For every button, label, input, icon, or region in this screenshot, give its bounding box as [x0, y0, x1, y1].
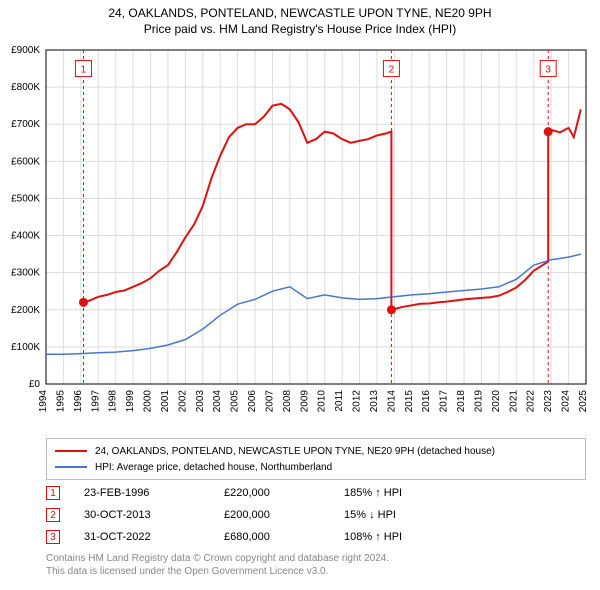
transaction-date: 31-OCT-2022	[84, 531, 224, 543]
transaction-marker: 3	[46, 530, 60, 544]
transaction-price: £680,000	[224, 531, 344, 543]
legend-label: 24, OAKLANDS, PONTELAND, NEWCASTLE UPON …	[95, 446, 495, 457]
legend-swatch	[55, 466, 87, 468]
svg-text:2021: 2021	[508, 390, 519, 413]
svg-text:2014: 2014	[386, 390, 397, 413]
svg-text:£600K: £600K	[11, 156, 40, 167]
series-hpi	[46, 254, 581, 354]
svg-text:1998: 1998	[108, 390, 119, 413]
marker-dot-3	[544, 127, 553, 136]
svg-text:2017: 2017	[439, 390, 450, 413]
marker-dot-1	[79, 298, 88, 307]
svg-text:1999: 1999	[125, 390, 136, 413]
legend-row: HPI: Average price, detached house, Nort…	[55, 459, 577, 475]
svg-text:£400K: £400K	[11, 231, 40, 242]
svg-text:2006: 2006	[247, 390, 258, 413]
svg-text:2005: 2005	[230, 390, 241, 413]
transaction-date: 30-OCT-2013	[84, 509, 224, 521]
svg-text:£200K: £200K	[11, 305, 40, 316]
title-address: 24, OAKLANDS, PONTELAND, NEWCASTLE UPON …	[0, 6, 600, 20]
svg-text:2020: 2020	[491, 390, 502, 413]
marker-dot-2	[387, 305, 396, 314]
svg-text:1: 1	[81, 65, 87, 76]
svg-text:2025: 2025	[578, 390, 589, 413]
svg-text:2012: 2012	[352, 390, 363, 413]
svg-text:1994: 1994	[38, 390, 49, 413]
svg-text:£500K: £500K	[11, 193, 40, 204]
transaction-marker: 1	[46, 486, 60, 500]
svg-text:2016: 2016	[421, 390, 432, 413]
attribution: Contains HM Land Registry data © Crown c…	[46, 552, 586, 578]
transaction-price: £220,000	[224, 487, 344, 499]
title-subtitle: Price paid vs. HM Land Registry's House …	[0, 22, 600, 36]
svg-text:£300K: £300K	[11, 268, 40, 279]
svg-text:3: 3	[545, 65, 551, 76]
svg-text:2015: 2015	[404, 390, 415, 413]
svg-text:£100K: £100K	[11, 342, 40, 353]
svg-text:1996: 1996	[73, 390, 84, 413]
svg-text:2018: 2018	[456, 390, 467, 413]
svg-text:2003: 2003	[195, 390, 206, 413]
transaction-date: 23-FEB-1996	[84, 487, 224, 499]
transaction-row: 2 30-OCT-2013£200,00015% ↓ HPI	[46, 504, 586, 526]
svg-text:1997: 1997	[90, 390, 101, 413]
transactions-table: 1 23-FEB-1996£220,000185% ↑ HPI 2 30-OCT-20…	[46, 482, 586, 548]
svg-text:2: 2	[389, 65, 395, 76]
legend-swatch	[55, 450, 87, 452]
series-property	[84, 104, 581, 310]
svg-text:£0: £0	[29, 379, 41, 390]
price-chart: £0£100K£200K£300K£400K£500K£600K£700K£80…	[46, 48, 586, 428]
page-root: 24, OAKLANDS, PONTELAND, NEWCASTLE UPON …	[0, 0, 600, 590]
transaction-price: £200,000	[224, 509, 344, 521]
svg-text:£900K: £900K	[11, 45, 40, 56]
transaction-delta: 15% ↓ HPI	[344, 509, 396, 521]
svg-text:2007: 2007	[264, 390, 275, 413]
svg-text:2008: 2008	[282, 390, 293, 413]
svg-text:1995: 1995	[55, 390, 66, 413]
transaction-delta: 108% ↑ HPI	[344, 531, 402, 543]
svg-text:2022: 2022	[526, 390, 537, 413]
svg-text:2010: 2010	[317, 390, 328, 413]
svg-text:£700K: £700K	[11, 119, 40, 130]
transaction-row: 3 31-OCT-2022£680,000108% ↑ HPI	[46, 526, 586, 548]
legend: 24, OAKLANDS, PONTELAND, NEWCASTLE UPON …	[46, 438, 586, 480]
svg-text:2024: 2024	[561, 390, 572, 413]
svg-text:2011: 2011	[334, 390, 345, 412]
transaction-row: 1 23-FEB-1996£220,000185% ↑ HPI	[46, 482, 586, 504]
transaction-marker: 2	[46, 508, 60, 522]
svg-text:2013: 2013	[369, 390, 380, 413]
svg-text:2001: 2001	[160, 390, 171, 413]
attribution-line-2: This data is licensed under the Open Gov…	[46, 565, 586, 578]
svg-text:2019: 2019	[473, 390, 484, 413]
svg-text:2023: 2023	[543, 390, 554, 413]
title-block: 24, OAKLANDS, PONTELAND, NEWCASTLE UPON …	[0, 0, 600, 36]
svg-text:£800K: £800K	[11, 82, 40, 93]
legend-row: 24, OAKLANDS, PONTELAND, NEWCASTLE UPON …	[55, 443, 577, 459]
legend-label: HPI: Average price, detached house, Nort…	[95, 462, 332, 473]
transaction-delta: 185% ↑ HPI	[344, 487, 402, 499]
svg-text:2004: 2004	[212, 390, 223, 413]
svg-text:2000: 2000	[143, 390, 154, 413]
svg-text:2009: 2009	[299, 390, 310, 413]
svg-text:2002: 2002	[177, 390, 188, 413]
attribution-line-1: Contains HM Land Registry data © Crown c…	[46, 552, 586, 565]
